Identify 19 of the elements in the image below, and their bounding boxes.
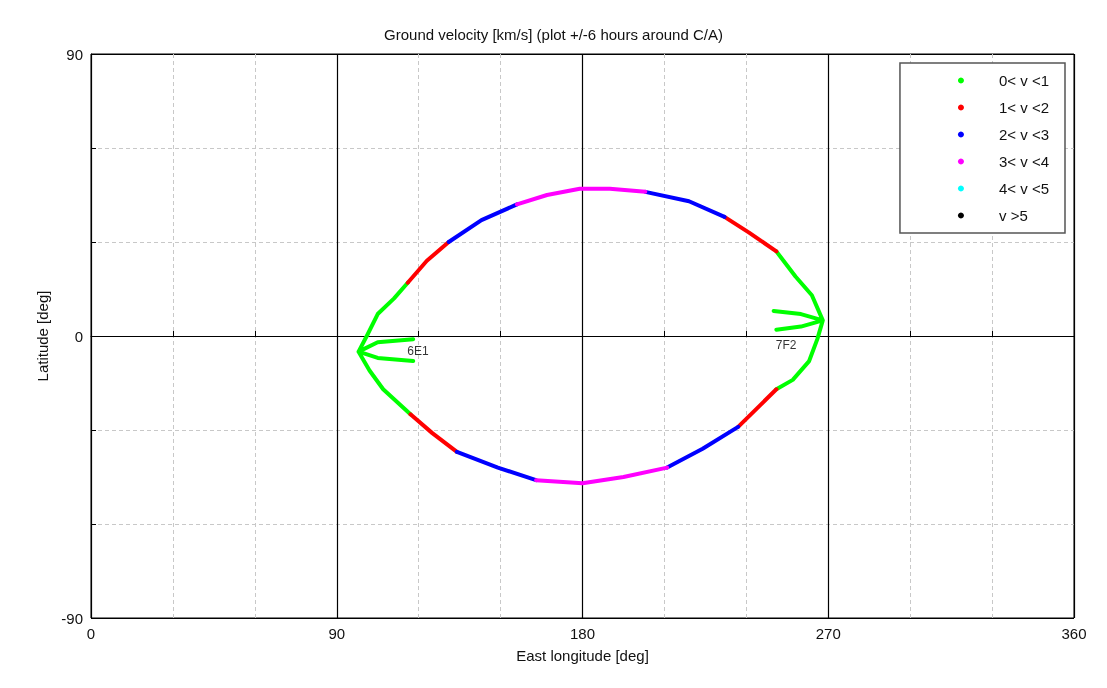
y-tick-label: 0 (74, 327, 83, 345)
y-axis-title: Latitude [deg] (34, 290, 52, 382)
y-tick-label: 90 (66, 45, 83, 63)
legend-label: 3< v <4 (998, 153, 1050, 170)
x-tick-label: 90 (328, 625, 346, 642)
legend-label: 0< v <1 (998, 72, 1050, 89)
x-tick-label: 360 (1061, 625, 1087, 642)
legend-label: 2< v <3 (998, 126, 1050, 143)
chart-title: Ground velocity [km/s] (plot +/-6 hours around C/A) (384, 26, 723, 43)
y-tick-label: -90 (61, 609, 83, 627)
annotation: 6E1 (407, 344, 429, 359)
legend-label: v >5 (998, 207, 1028, 224)
x-tick-label: 270 (815, 625, 841, 642)
x-tick-label: 180 (569, 625, 596, 642)
legend-label: 1< v <2 (998, 99, 1050, 116)
annotation: 7F2 (775, 337, 797, 352)
x-tick-label: 0 (86, 625, 96, 642)
x-axis-title: East longitude [deg] (516, 647, 649, 664)
legend-label: 4< v <5 (998, 180, 1050, 197)
